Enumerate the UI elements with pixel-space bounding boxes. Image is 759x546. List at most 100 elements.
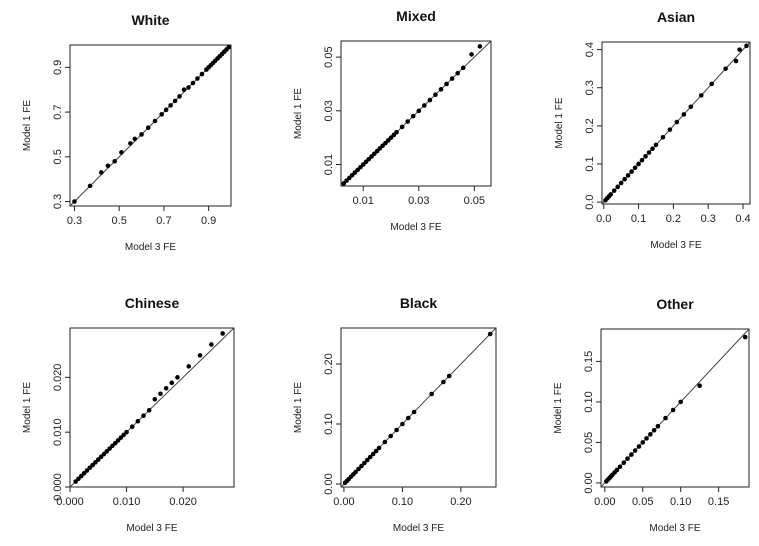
data-point — [650, 146, 655, 152]
plot-box — [69, 327, 235, 488]
data-point — [163, 386, 169, 391]
chart-other: Other 0.00 0.05 0.10 0.15 0.00 0.05 0.10 0.15 Mod… — [553, 296, 750, 534]
data-point — [388, 433, 394, 439]
data-point — [181, 87, 187, 93]
data-point — [99, 170, 104, 175]
plot-box — [340, 327, 497, 488]
data-point — [95, 457, 101, 462]
data-point — [394, 129, 399, 135]
data-point — [636, 161, 641, 167]
panel-chinese: Chinese 0.000 0.010 0.020 0.000 0.010 0.020 Mod… — [0, 273, 253, 546]
data-point — [79, 473, 84, 479]
y-tick-label: 0.10 — [323, 413, 335, 434]
y-tick-label: 0.00 — [323, 473, 335, 494]
data-point — [629, 452, 634, 457]
x-tick-label: 0.2 — [666, 213, 681, 225]
data-point — [186, 85, 191, 90]
data-point — [444, 81, 449, 87]
data-point — [674, 119, 680, 125]
data-point — [209, 342, 214, 347]
plot-box — [69, 44, 232, 207]
data-point — [118, 435, 124, 440]
x-tick-label: 0.10 — [392, 496, 413, 508]
data-point — [429, 391, 434, 397]
plot-box — [600, 328, 750, 488]
data-point — [121, 432, 127, 438]
data-point — [168, 103, 173, 108]
x-tick-label: 0.1 — [631, 213, 646, 225]
x-tick-label: 0.020 — [169, 496, 197, 508]
data-point — [353, 469, 358, 475]
y-tick-label: 0.000 — [52, 473, 64, 501]
data-point — [382, 439, 388, 445]
x-tick-label: 0.15 — [708, 496, 729, 508]
data-point — [405, 415, 411, 421]
data-point — [653, 142, 659, 148]
data-point — [405, 119, 410, 124]
data-point — [688, 104, 694, 110]
data-point — [190, 80, 196, 86]
data-point — [611, 188, 617, 193]
data-point — [119, 150, 124, 155]
data-point — [376, 445, 382, 451]
y-tick-label: 0.1 — [584, 156, 596, 171]
chart-title: Asian — [657, 9, 695, 25]
data-point — [84, 468, 90, 473]
y-tick-label: 0.05 — [323, 46, 335, 67]
data-point — [135, 418, 141, 424]
x-axis-label: Model 3 FE — [650, 240, 701, 251]
y-axis-label: Model 1 FE — [293, 382, 304, 433]
data-point — [132, 136, 138, 142]
data-point — [87, 183, 93, 189]
data-point — [362, 460, 367, 466]
data-point — [449, 76, 455, 81]
data-point — [93, 460, 98, 465]
data-point — [107, 446, 112, 451]
x-tick-label: 0.05 — [632, 496, 653, 508]
y-tick-label: 0.3 — [584, 80, 596, 95]
data-point — [487, 331, 493, 337]
data-point — [411, 409, 417, 415]
data-point — [76, 476, 81, 482]
data-point — [697, 383, 702, 389]
chart-title: White — [131, 12, 169, 28]
data-point — [622, 176, 627, 182]
data-point — [112, 158, 118, 164]
x-tick-label: 0.000 — [56, 496, 84, 508]
data-point — [632, 448, 638, 453]
data-point — [618, 180, 624, 186]
x-axis-label: Model 3 FE — [649, 523, 700, 534]
data-point — [422, 103, 427, 108]
x-tick-label: 0.3 — [67, 215, 82, 227]
data-point — [72, 199, 77, 204]
x-tick-label: 0.20 — [450, 496, 471, 508]
x-tick-label: 0.00 — [594, 496, 615, 508]
data-point — [639, 157, 645, 163]
plot-box — [601, 41, 751, 205]
x-axis-label: Model 3 FE — [393, 523, 444, 534]
x-axis-label: Model 3 FE — [126, 523, 177, 534]
chart-chinese: Chinese 0.000 0.010 0.020 0.000 0.010 0.020 Mod… — [22, 295, 235, 534]
x-tick-label: 0.01 — [353, 195, 374, 207]
x-tick-label: 0.03 — [408, 195, 429, 207]
x-tick-label: 0.3 — [701, 213, 716, 225]
data-point — [356, 466, 361, 472]
data-point — [615, 184, 620, 190]
reference-line — [69, 44, 232, 207]
y-axis-label: Model 1 FE — [554, 97, 565, 148]
chart-mixed: Mixed 0.01 0.03 0.05 0.01 0.03 0.05 Model 3 FE M… — [293, 8, 492, 233]
data-point — [621, 460, 627, 465]
panel-mixed: Mixed 0.01 0.03 0.05 0.01 0.03 0.05 Model 3 FE M… — [253, 0, 506, 273]
chart-title: Black — [400, 295, 438, 311]
data-point — [112, 440, 118, 446]
data-point — [660, 134, 666, 140]
data-point — [698, 93, 704, 98]
data-point — [394, 427, 399, 433]
data-point — [145, 125, 151, 131]
data-point — [141, 413, 146, 419]
y-tick-label: 0.2 — [584, 118, 596, 133]
data-point — [152, 118, 158, 124]
data-point — [438, 87, 444, 92]
chart-asian: Asian 0.0 0.1 0.2 0.3 0.4 0.0 0.1 0.2 0.3 0.4 Model… — [554, 9, 751, 251]
